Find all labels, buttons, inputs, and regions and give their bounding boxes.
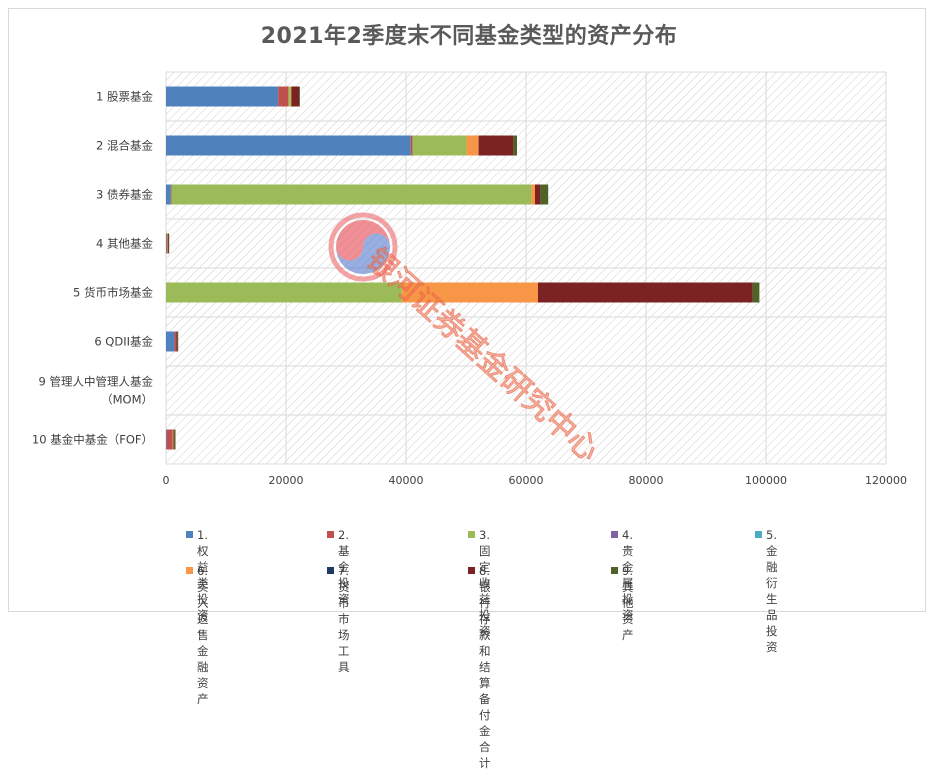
x-tick-label: 0 xyxy=(163,474,170,487)
legend-swatch xyxy=(611,567,618,574)
category-label: 5 货币市场基金 xyxy=(73,286,153,300)
legend-label: 7.货币市场工具 xyxy=(338,564,350,674)
x-tick-labels: 0 20000 40000 60000 80000 100000 120000 xyxy=(163,474,908,487)
bar-segment xyxy=(291,86,300,107)
chart-svg: 1 股票基金 2 混合基金 3 债券基金 4 其他基金 5 货币市场基金 6 QDII基金… xyxy=(32,71,908,487)
legend-label: 6.买入返售 金融资产 xyxy=(197,564,209,706)
bar-segment xyxy=(166,429,173,450)
bar-segment xyxy=(168,233,170,254)
bar-segment xyxy=(172,429,174,450)
legend-label: 2.基金投资 xyxy=(338,528,350,606)
bar-segment xyxy=(174,331,177,352)
chart-title: 2021年2季度末不同基金类型的资产分布 xyxy=(260,24,678,49)
bar-layer xyxy=(166,86,760,450)
bar-segment xyxy=(540,184,549,205)
bar-segment xyxy=(412,135,467,156)
legend-label: 9.其他资产 xyxy=(622,564,634,642)
bar-segment xyxy=(166,331,175,352)
x-tick-label: 40000 xyxy=(389,474,424,487)
bar-segment xyxy=(466,135,479,156)
bar-segment xyxy=(478,135,514,156)
category-label: 3 债券基金 xyxy=(96,188,153,202)
legend-label: 1.权益类投资 xyxy=(197,528,209,622)
category-label: 4 其他基金 xyxy=(96,237,153,251)
legend-swatch xyxy=(186,567,193,574)
category-label: 6 QDII基金 xyxy=(94,335,153,349)
category-label: 1 股票基金 xyxy=(96,90,153,104)
category-labels: 1 股票基金 2 混合基金 3 债券基金 4 其他基金 5 货币市场基金 6 QDII基金… xyxy=(32,90,154,447)
watermark-logo xyxy=(328,212,398,282)
bar-segment xyxy=(299,86,300,107)
bar-segment xyxy=(166,135,411,156)
bar-segment xyxy=(752,282,760,303)
bar-segment xyxy=(288,86,291,107)
x-tick-label: 60000 xyxy=(509,474,544,487)
bar-segment xyxy=(531,184,535,205)
legend-label: 8.银行存款和 结算备付金合计 xyxy=(479,564,491,770)
bar-segment xyxy=(174,429,176,450)
bar-segment xyxy=(173,429,175,450)
watermark-logo-red xyxy=(336,220,390,261)
bar-segment xyxy=(410,135,413,156)
legend-swatch xyxy=(755,531,762,538)
legend-label: 4.贵金属投资 xyxy=(622,528,634,622)
category-label: 9 管理人中管理人基金 xyxy=(39,375,154,389)
bar-segment xyxy=(513,135,517,156)
category-label: 10 基金中基金（FOF） xyxy=(32,433,153,447)
category-label: 2 混合基金 xyxy=(96,139,153,153)
bar-segment xyxy=(171,184,532,205)
legend-swatch xyxy=(186,531,193,538)
x-tick-label: 80000 xyxy=(629,474,664,487)
x-tick-label: 100000 xyxy=(745,474,787,487)
bar-segment xyxy=(166,86,279,107)
bar-segment xyxy=(278,86,289,107)
bar-segment xyxy=(401,282,538,303)
bar-segment xyxy=(167,233,169,254)
x-tick-label: 120000 xyxy=(865,474,907,487)
bar-segment xyxy=(166,184,171,205)
x-tick-label: 20000 xyxy=(269,474,304,487)
legend-label: 5.金融衍生品投资 xyxy=(766,528,778,654)
bar-segment xyxy=(176,331,178,352)
bar-segment xyxy=(166,429,167,450)
bar-segment xyxy=(166,233,167,254)
legend-swatch xyxy=(327,567,334,574)
legend-swatch xyxy=(468,531,475,538)
legend-swatch xyxy=(468,567,475,574)
legend-swatch xyxy=(327,531,334,538)
bar-segment xyxy=(170,184,172,205)
bar-segment xyxy=(535,184,541,205)
category-label: （MOM） xyxy=(101,393,153,407)
bar-segment xyxy=(177,331,179,352)
bar-segment xyxy=(166,233,168,254)
bar-segment xyxy=(290,86,292,107)
bar-segment xyxy=(167,233,168,254)
watermark-logo-ring xyxy=(328,212,398,282)
bar-segment xyxy=(166,282,402,303)
bar-segment xyxy=(538,282,753,303)
legend-swatch xyxy=(611,531,618,538)
watermark-logo-blue xyxy=(336,233,390,274)
